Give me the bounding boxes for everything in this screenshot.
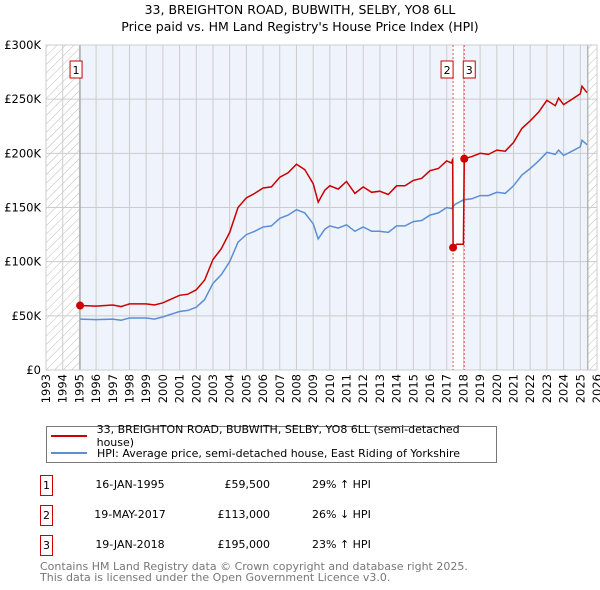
x-tick-label: 2005 <box>239 374 253 403</box>
x-tick-label: 2011 <box>340 374 354 403</box>
footer-licence: This data is licensed under the Open Gov… <box>40 571 391 584</box>
y-tick-label: £100K <box>4 255 41 269</box>
x-tick-label: 2023 <box>540 374 554 403</box>
x-tick-label: 2006 <box>256 374 270 403</box>
sale-point <box>449 243 458 252</box>
x-tick-label: 2026 <box>590 374 600 403</box>
sale-label-box <box>440 60 454 79</box>
property-price-line <box>80 84 588 308</box>
x-tick-label: 2024 <box>557 374 571 403</box>
x-tick-label: 2019 <box>473 374 487 403</box>
x-tick-label: 2018 <box>456 374 470 403</box>
legend-item-property: 33, BREIGHTON ROAD, BUBWITH, SELBY, YO8 … <box>51 423 496 449</box>
x-tick-label: 2014 <box>390 374 404 403</box>
sale-label: 1 <box>73 64 80 77</box>
y-tick-label: £150K <box>4 201 41 215</box>
x-tick-label: 2008 <box>289 374 303 403</box>
x-tick-label: 2001 <box>173 374 187 403</box>
sale-hpi: 26% ↓ HPI <box>312 508 371 521</box>
sale-hpi: 29% ↑ HPI <box>312 478 371 491</box>
x-tick-label: 2004 <box>223 374 237 403</box>
y-tick-label: £0 <box>26 363 41 377</box>
x-tick-label: 2025 <box>573 374 587 403</box>
chart-svg: 1993 1994 1995 1996 1997 1998 1999 2000 2001 2002… <box>4 38 600 403</box>
sale-date: 19-JAN-2018 <box>95 538 165 551</box>
x-tick-label: 2007 <box>273 374 287 403</box>
y-tick-label: £50K <box>12 309 42 323</box>
x-tick-label: 2009 <box>306 374 320 403</box>
sale-number: 2 <box>40 505 53 526</box>
x-tick-label: 2002 <box>189 374 203 403</box>
legend-swatch-red <box>51 435 87 437</box>
sale-date: 16-JAN-1995 <box>95 478 165 491</box>
sale-price: £59,500 <box>224 478 271 491</box>
footer-copyright: Contains HM Land Registry data © Crown c… <box>40 560 468 573</box>
legend: 33, BREIGHTON ROAD, BUBWITH, SELBY, YO8 … <box>46 423 497 463</box>
sale-point <box>76 301 85 310</box>
legend-label: 33, BREIGHTON ROAD, BUBWITH, SELBY, YO8 … <box>96 423 460 449</box>
x-tick-label: 2013 <box>373 374 387 403</box>
sale-number: 3 <box>40 535 53 556</box>
x-tick-label: 1995 <box>72 374 86 403</box>
x-tick-label: 1998 <box>122 374 136 403</box>
x-tick-label: 1993 <box>39 374 53 403</box>
hpi-line <box>80 138 588 321</box>
chart-subtitle: Price paid vs. HM Land Registry's House … <box>121 19 479 34</box>
sale-label-box <box>462 60 476 79</box>
y-tick-label: £200K <box>4 146 41 160</box>
sale-point <box>460 154 469 163</box>
legend-item-hpi: HPI: Average price, semi-detached house,… <box>51 445 460 461</box>
x-tick-label: 2020 <box>490 374 504 403</box>
x-tick-label: 2010 <box>323 374 337 403</box>
sale-label-box <box>69 60 83 79</box>
x-tick-label: 2022 <box>523 374 537 403</box>
x-tick-label: 1997 <box>106 374 120 403</box>
x-tick-label: 2016 <box>423 374 437 403</box>
x-tick-label: 2000 <box>156 374 170 403</box>
x-tick-label: 2012 <box>356 374 370 403</box>
x-tick-label: 2017 <box>440 374 454 403</box>
sale-hpi: 23% ↑ HPI <box>312 538 371 551</box>
x-tick-label: 2021 <box>507 374 521 403</box>
x-tick-label: 2015 <box>406 374 420 403</box>
sale-price: £195,000 <box>217 538 271 551</box>
legend-swatch-blue <box>51 452 87 454</box>
sale-label: 2 <box>444 64 451 77</box>
y-tick-label: £300K <box>4 38 41 52</box>
x-tick-label: 1996 <box>89 374 103 403</box>
legend-label: HPI: Average price, semi-detached house,… <box>97 446 461 460</box>
x-tick-label: 2003 <box>206 374 220 403</box>
sale-date: 19-MAY-2017 <box>94 508 166 521</box>
sale-price: £113,000 <box>217 508 271 521</box>
chart-title: 33, BREIGHTON ROAD, BUBWITH, SELBY, YO8 … <box>144 2 456 17</box>
x-tick-label: 1994 <box>56 374 70 403</box>
x-tick-label: 1999 <box>139 374 153 403</box>
plot-border <box>45 44 598 371</box>
y-tick-label: £250K <box>4 92 41 106</box>
sale-label: 3 <box>466 64 473 77</box>
sale-number: 1 <box>40 475 53 496</box>
